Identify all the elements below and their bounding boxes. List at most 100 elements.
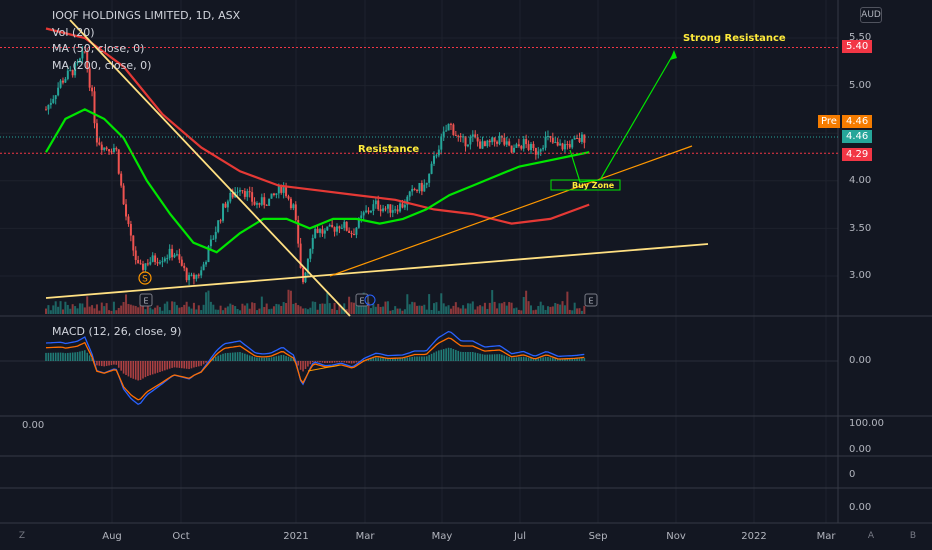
candle-body [173, 254, 176, 258]
volume-bar [156, 305, 159, 314]
volume-bar [328, 303, 331, 314]
volume-bar [280, 305, 283, 314]
candle-body [406, 196, 409, 205]
candle-body [568, 144, 571, 148]
candle-body [551, 137, 554, 143]
macd-histogram-bar [173, 361, 176, 368]
macd-histogram-bar [144, 361, 147, 378]
macd-histogram-bar [54, 352, 57, 361]
volume-bar [277, 304, 280, 314]
legend-ma50[interactable]: MA (50, close, 0) [52, 42, 145, 55]
volume-bar [493, 301, 496, 314]
candle-body [336, 226, 338, 232]
macd-histogram-bar [200, 361, 202, 366]
candle-body [190, 274, 193, 276]
macd-histogram-bar [57, 352, 59, 361]
macd-histogram-bar [462, 352, 464, 361]
macd-histogram-bar [425, 356, 428, 361]
macd-histogram-bar [343, 361, 346, 363]
macd-histogram-bar [469, 352, 472, 361]
candle-body [403, 204, 406, 208]
macd-histogram-bar [503, 355, 506, 361]
macd-histogram-bar [100, 361, 103, 367]
macd-histogram-bar [535, 358, 537, 361]
auto-scale-toggle[interactable]: A [867, 531, 875, 541]
volume-bar [205, 292, 208, 314]
volume-bar [197, 305, 200, 314]
candle-body [292, 204, 295, 209]
macd-histogram-bar [299, 361, 302, 370]
candle-body [270, 193, 273, 199]
candle-body [428, 173, 431, 183]
candle-body [522, 139, 525, 149]
volume-bar [486, 308, 489, 314]
timezone-toggle[interactable]: Z [18, 531, 26, 541]
volume-bar [309, 307, 312, 314]
macd-histogram-bar [239, 352, 241, 361]
candle-body [222, 203, 225, 221]
macd-histogram-bar [537, 358, 540, 361]
candle-body [207, 246, 210, 263]
volume-bar [98, 310, 101, 314]
settings-toggle[interactable]: B [909, 531, 917, 541]
macd-histogram-bar [547, 356, 549, 361]
volume-bar [425, 309, 428, 314]
volume-bar [500, 303, 503, 314]
macd-histogram-bar [491, 354, 493, 361]
macd-histogram-bar [544, 356, 547, 361]
volume-bar [408, 304, 411, 314]
candle-body [282, 186, 285, 193]
macd-histogram-bar [496, 354, 498, 361]
volume-bar [452, 305, 455, 314]
macd-pane [45, 330, 586, 406]
legend-macd[interactable]: MACD (12, 26, close, 9) [52, 325, 182, 338]
candle-body [117, 149, 120, 174]
macd-histogram-bar [120, 361, 122, 371]
candle-body [125, 204, 128, 217]
volume-bar [190, 308, 193, 314]
candle-body [481, 141, 484, 149]
macd-histogram-bar [79, 351, 81, 361]
macd-histogram-bar [481, 354, 484, 361]
volume-bar [275, 303, 278, 314]
candle-body [348, 230, 351, 234]
macd-histogram-bar [103, 361, 105, 367]
volume-bar [365, 303, 368, 314]
volume-bar [61, 309, 64, 314]
macd-histogram-bar [324, 361, 326, 364]
macd-histogram-bar [64, 353, 67, 361]
macd-histogram-bar [270, 357, 273, 361]
volume-bar [496, 308, 499, 314]
macd-histogram-bar [559, 358, 561, 361]
volume-bar [219, 305, 222, 314]
volume-bar [217, 309, 220, 314]
volume-bar [241, 303, 244, 314]
candle-body [272, 193, 275, 196]
candle-body [554, 141, 557, 143]
candle-body [265, 204, 268, 206]
macd-histogram-bar [450, 348, 452, 361]
candle-body [435, 155, 438, 157]
macd-histogram-bar [442, 349, 445, 361]
candle-body [474, 134, 477, 138]
candle-body [285, 186, 288, 197]
volume-bar [192, 302, 195, 314]
candle-body [408, 191, 411, 197]
volume-bar [505, 305, 508, 314]
macd-histogram-bar [377, 357, 380, 361]
legend-vol[interactable]: Vol (20) [52, 25, 95, 39]
legend-ma200[interactable]: MA (200, close, 0) [52, 58, 152, 72]
volume-bar [195, 309, 198, 314]
macd-histogram-bar [161, 361, 164, 372]
macd-histogram-bar [105, 361, 108, 366]
candle-body [520, 146, 523, 149]
currency-badge[interactable]: AUD [860, 7, 882, 23]
macd-histogram-bar [515, 357, 518, 361]
volume-bar [549, 306, 552, 314]
volume-bar [239, 310, 241, 314]
volume-bar [517, 309, 520, 314]
candle-body [78, 58, 81, 62]
macd-histogram-bar [229, 352, 232, 361]
volume-bar [367, 302, 370, 314]
